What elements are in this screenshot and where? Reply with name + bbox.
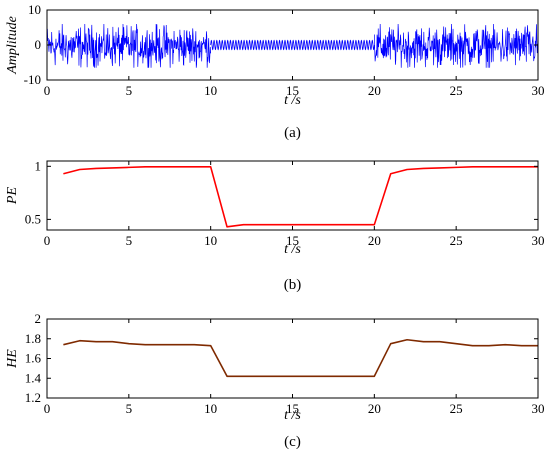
y-tick-label-b: 1 [35, 158, 42, 173]
y-tick-label-c: 1.4 [25, 370, 42, 385]
y-axis-label-a: Amplitude [5, 16, 20, 75]
x-tick-label-a: 30 [532, 83, 545, 98]
x-tick-label-b: 20 [368, 233, 381, 248]
x-tick-label-a: 25 [450, 83, 463, 98]
x-tick-label-c: 0 [44, 401, 51, 416]
x-tick-label-c: 30 [532, 401, 545, 416]
x-axis-label-c: t /s [284, 408, 301, 423]
x-tick-label-c: 15 [286, 401, 299, 416]
y-tick-label-c: 1.8 [25, 331, 41, 346]
series-line-b [63, 166, 538, 228]
y-tick-label-a: 0 [35, 37, 42, 52]
x-tick-label-c: 25 [450, 401, 463, 416]
y-axis-label-c: HE [5, 349, 20, 369]
x-tick-label-b: 0 [44, 233, 51, 248]
y-tick-label-c: 1.6 [25, 351, 42, 366]
subfigure-caption-a: (a) [284, 125, 301, 141]
y-axis-label-b: PE [5, 187, 20, 206]
chart-c: 0 5 10 15 20 25 30 1.2 1.4 1.6 1.8 2 t /s HE (c) [5, 311, 545, 450]
x-tick-label-b: 15 [286, 233, 299, 248]
x-tick-label-b: 5 [126, 233, 133, 248]
y-tick-label-c: 2 [35, 311, 42, 326]
series-line-a-segment-1 [210, 39, 375, 51]
x-tick-label-b: 25 [450, 233, 463, 248]
series-line-a-segment-2 [373, 23, 538, 68]
x-tick-label-a: 15 [286, 83, 299, 98]
x-axis-label-a: t /s [284, 93, 301, 108]
subfigure-caption-c: (c) [284, 434, 301, 450]
x-tick-label-a: 10 [204, 83, 217, 98]
x-tick-label-c: 20 [368, 401, 381, 416]
x-tick-label-b: 10 [204, 233, 217, 248]
x-tick-label-c: 10 [204, 401, 217, 416]
x-tick-label-c: 5 [126, 401, 133, 416]
x-tick-label-b: 30 [532, 233, 545, 248]
series-line-a-segment-0 [47, 23, 212, 68]
x-tick-label-a: 20 [368, 83, 381, 98]
subfigure-caption-b: (b) [284, 277, 302, 293]
x-tick-label-a: 5 [126, 83, 133, 98]
x-axis-label-b: t /s [284, 242, 301, 257]
series-line-c [63, 338, 538, 378]
chart-b: 0 5 10 15 20 25 30 0.5 1 t /s PE (b) [5, 158, 545, 293]
y-tick-label-c: 1.2 [25, 390, 41, 405]
y-tick-label-a: -10 [24, 72, 41, 87]
y-tick-label-b: 0.5 [25, 211, 41, 226]
plot-frame-c [46, 318, 539, 399]
plot-frame-b [46, 160, 539, 231]
x-tick-label-a: 0 [44, 83, 51, 98]
y-tick-label-a: 10 [28, 2, 41, 17]
